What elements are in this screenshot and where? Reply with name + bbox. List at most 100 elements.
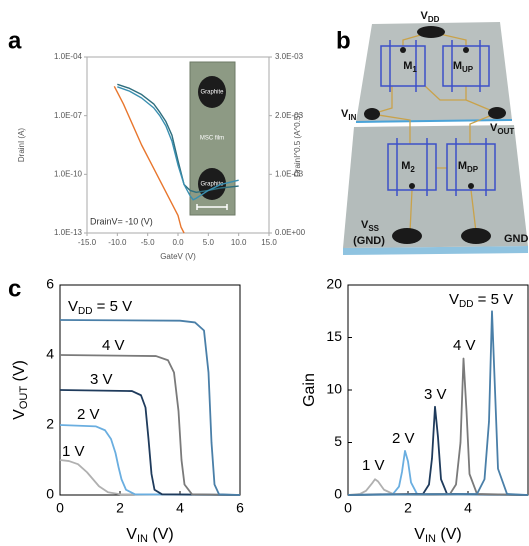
x-tick-label: 0.0 — [172, 238, 184, 247]
diagram-label: GND — [504, 233, 529, 245]
x-tick-label: 2 — [404, 500, 412, 516]
data-line — [59, 354, 241, 496]
text-part: (V) — [436, 526, 462, 543]
series-label: VDD = 5 V — [68, 298, 132, 317]
y-tick-label: 4 — [46, 346, 54, 362]
subscript: OUT — [497, 127, 514, 136]
subscript: IN — [348, 113, 356, 122]
x-tick-label: 15.0 — [261, 238, 277, 247]
y2-tick-label: 1.0E-03 — [275, 169, 304, 178]
x-tick-label: -10.0 — [108, 238, 127, 247]
annotation: DrainV= -10 (V) — [90, 216, 153, 226]
subscript: DP — [467, 165, 479, 174]
text-part: V — [11, 409, 28, 420]
data-line — [347, 478, 529, 496]
y-tick-label: 0 — [46, 486, 54, 502]
series-label: VDD = 5 V — [449, 291, 513, 310]
series-name: 4 V — [453, 337, 476, 354]
subscript: DD — [459, 299, 473, 310]
y-tick-label: 20 — [326, 276, 342, 292]
inset-label: Graphite — [200, 182, 224, 188]
text-part: M — [403, 60, 412, 72]
data-line — [117, 86, 239, 201]
x-tick-label: 0 — [56, 500, 64, 516]
text-part: V — [449, 291, 459, 308]
text-part: M — [458, 160, 467, 172]
y-axis-label: Gain — [301, 373, 318, 407]
series-name: 1 V — [362, 457, 385, 474]
inset-label: MSC film — [200, 136, 224, 142]
x-tick-label: 4 — [176, 500, 184, 516]
data-line — [347, 310, 529, 496]
subscript: 2 — [410, 165, 415, 174]
text-part: V — [490, 122, 498, 134]
y-tick-label: 6 — [46, 276, 54, 292]
series-label: 4 V — [453, 337, 476, 354]
series-label: 2 V — [77, 406, 100, 423]
x-tick-label: 10.0 — [231, 238, 247, 247]
y-tick-label: 5 — [334, 433, 342, 449]
inset-border — [189, 61, 236, 216]
diagram-label: VOUT — [490, 122, 514, 136]
x-axis-label: VIN (V) — [126, 526, 173, 545]
x-tick-label: 4 — [464, 500, 472, 516]
series-name: 3 V — [90, 371, 113, 388]
series-label: 1 V — [62, 443, 85, 460]
x-tick-label: -15.0 — [78, 238, 97, 247]
device-illustration — [343, 22, 528, 255]
y-tick-label: 15 — [326, 328, 342, 344]
y2-tick-label: 2.0E-03 — [275, 111, 304, 120]
x-tick-label: 5.0 — [203, 238, 215, 247]
text-part: V — [414, 526, 425, 543]
series-name: 4 V — [102, 337, 125, 354]
y-axis-label: VOUT (V) — [11, 360, 30, 420]
y-tick-label: 1.0E-07 — [54, 111, 83, 120]
series-label: 1 V — [362, 457, 385, 474]
text-part: V — [361, 219, 369, 231]
plot-frame — [86, 56, 270, 234]
text-part: (GND) — [353, 235, 385, 247]
x-tick-label: -5.0 — [141, 238, 155, 247]
pads — [364, 26, 506, 244]
diagram-label: VIN — [341, 108, 357, 122]
subscript: 1 — [412, 65, 417, 74]
subscript: UP — [462, 65, 474, 74]
panel-letter: c — [8, 275, 21, 302]
diagram-label: MUP — [453, 60, 474, 74]
subscript: IN — [425, 533, 436, 545]
y2-tick-label: 3.0E-03 — [275, 52, 304, 61]
y-tick-label: 1.0E-10 — [54, 169, 83, 178]
panel-letter: a — [8, 27, 22, 54]
text-part: V — [126, 526, 137, 543]
data-line — [59, 424, 241, 496]
series-label: 3 V — [90, 371, 113, 388]
panel-letter: b — [336, 27, 351, 54]
edge-line — [355, 119, 513, 123]
scale-bar — [196, 204, 228, 210]
data-line — [59, 389, 241, 496]
y-axis-label: DrainI (A) — [17, 128, 26, 163]
text-part: = — [473, 291, 490, 308]
substrate-edge — [343, 246, 528, 255]
subscript: DD — [78, 306, 92, 317]
text-part: V — [341, 108, 349, 120]
series-name: 2 V — [77, 406, 100, 423]
series-label: 3 V — [424, 386, 447, 403]
y-tick-label: 2 — [46, 416, 54, 432]
wires — [371, 31, 499, 233]
subscript: IN — [137, 533, 148, 545]
text-part: M — [401, 160, 410, 172]
y2-tick-label: 0.0E+00 — [275, 228, 306, 237]
x-tick-label: 6 — [236, 500, 244, 516]
data-line — [59, 319, 241, 496]
subscript: OUT — [18, 386, 30, 410]
substrate-upper — [356, 22, 512, 122]
diagram-label: M2 — [401, 160, 415, 174]
text-part: V — [421, 10, 429, 22]
series-label: 4 V — [102, 337, 125, 354]
text-part: GND — [504, 233, 529, 245]
diagram-label: VDD — [421, 10, 440, 24]
text-part: V — [68, 298, 78, 315]
x-tick-label: 0 — [344, 500, 352, 516]
x-tick-label: 2 — [116, 500, 124, 516]
